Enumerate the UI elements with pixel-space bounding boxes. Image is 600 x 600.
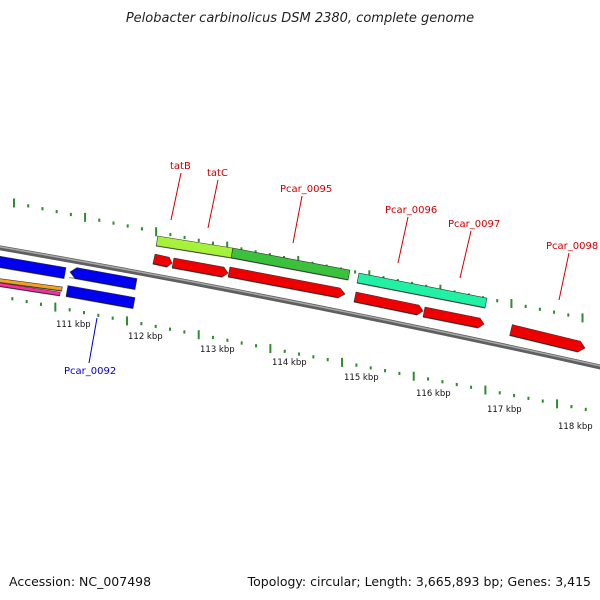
leader-line xyxy=(558,252,570,301)
genome-summary-text: Topology: circular; Length: 3,665,893 bp… xyxy=(247,574,591,589)
gene-label-pcar-0097[interactable]: Pcar_0097 xyxy=(448,219,500,230)
feature-red-cds-3[interactable] xyxy=(227,266,346,299)
feature-pink-feature[interactable] xyxy=(0,281,61,297)
scale-label: 114 kbp xyxy=(272,358,307,368)
feature-red-cds-5[interactable] xyxy=(422,306,485,329)
gene-labels: tatB tatC Pcar_0095 Pcar_0096 Pcar_0097 … xyxy=(64,161,598,377)
feature-tatC[interactable] xyxy=(230,247,351,281)
scale-labels: 111 kbp 112 kbp 113 kbp 114 kbp 115 kbp … xyxy=(56,320,593,432)
feature-red-cds-1[interactable] xyxy=(152,253,173,268)
leader-line xyxy=(292,195,303,244)
scale-label: 118 kbp xyxy=(558,422,593,432)
leader-line xyxy=(170,172,182,221)
gene-label-pcar-0092[interactable]: Pcar_0092 xyxy=(64,366,116,377)
accession-text: Accession: NC_007498 xyxy=(9,574,151,589)
feature-tatB[interactable] xyxy=(155,235,234,259)
gene-label-tatc[interactable]: tatC xyxy=(207,168,228,179)
feature-forward-gene[interactable] xyxy=(0,255,67,280)
feature-Pcar_0092[interactable] xyxy=(65,285,136,310)
gene-label-pcar-0096[interactable]: Pcar_0096 xyxy=(385,205,437,216)
label-leader-lines xyxy=(88,172,570,364)
map-title: Pelobacter carbinolicus DSM 2380, comple… xyxy=(126,11,474,26)
feature-red-cds-4[interactable] xyxy=(353,291,424,316)
scale-label: 113 kbp xyxy=(200,345,235,355)
inner-tick-track xyxy=(11,297,587,412)
genome-backbone xyxy=(0,245,600,370)
feature-orange-feature[interactable] xyxy=(0,277,63,292)
scale-label: 112 kbp xyxy=(128,332,163,342)
feature-red-cds-2[interactable] xyxy=(171,257,229,278)
gene-label-tatb[interactable]: tatB xyxy=(170,161,191,172)
scale-label: 115 kbp xyxy=(344,373,379,383)
gene-features xyxy=(0,235,587,354)
feature-reverse-gene[interactable] xyxy=(68,267,138,291)
feature-Pcar_0096[interactable] xyxy=(356,272,488,309)
leader-line xyxy=(207,179,219,229)
feature-red-cds-6[interactable] xyxy=(509,324,587,354)
scale-label: 117 kbp xyxy=(487,405,522,415)
scale-label: 111 kbp xyxy=(56,320,91,330)
leader-line xyxy=(397,216,409,264)
leader-line xyxy=(88,317,98,364)
leader-line xyxy=(459,230,472,279)
scale-label: 116 kbp xyxy=(416,389,451,399)
gene-label-pcar-0098[interactable]: Pcar_0098 xyxy=(546,241,598,252)
gene-label-pcar-0095[interactable]: Pcar_0095 xyxy=(280,184,332,195)
